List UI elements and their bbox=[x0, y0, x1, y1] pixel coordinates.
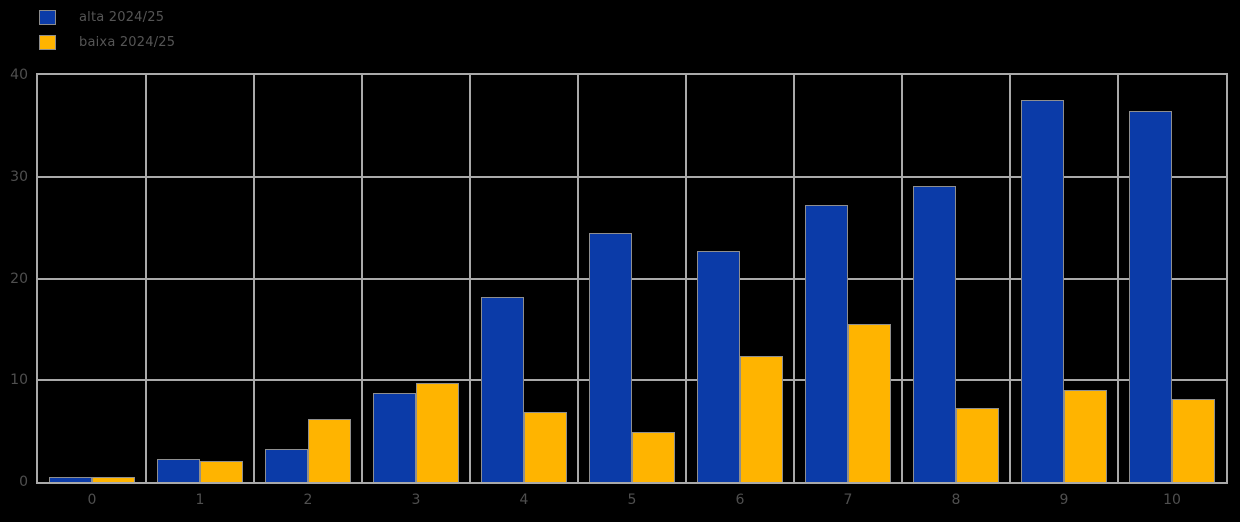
v-gridline bbox=[469, 75, 471, 482]
bar-blue-cat-7 bbox=[804, 205, 848, 482]
bar-yellow-cat-5 bbox=[632, 432, 676, 482]
bar-blue-cat-5 bbox=[588, 232, 632, 482]
bar-blue-cat-10 bbox=[1128, 110, 1172, 482]
x-tick-label-6: 6 bbox=[735, 492, 745, 508]
bar-blue-cat-0 bbox=[48, 476, 92, 482]
bar-blue-cat-1 bbox=[156, 458, 200, 482]
bar-yellow-cat-0 bbox=[92, 476, 136, 482]
v-gridline bbox=[361, 75, 363, 482]
bar-yellow-cat-9 bbox=[1064, 390, 1108, 482]
bar-blue-cat-2 bbox=[264, 449, 308, 482]
x-tick-label-9: 9 bbox=[1059, 492, 1069, 508]
y-axis-tick-labels: 0 10 20 30 40 bbox=[0, 67, 30, 490]
h-gridline-10 bbox=[38, 379, 1226, 382]
bar-yellow-cat-3 bbox=[416, 383, 460, 482]
v-gridline bbox=[1009, 75, 1011, 482]
bar-blue-cat-4 bbox=[480, 296, 524, 482]
bar-blue-cat-3 bbox=[372, 393, 416, 482]
y-tick-label-30: 30 bbox=[10, 168, 28, 185]
bar-yellow-cat-1 bbox=[200, 460, 244, 482]
h-gridline-20 bbox=[38, 277, 1226, 280]
x-tick-label-4: 4 bbox=[519, 492, 529, 508]
bar-yellow-cat-8 bbox=[956, 407, 1000, 482]
legend-item: alta 2024/25 bbox=[39, 5, 175, 30]
legend-label: baixa 2024/25 bbox=[79, 35, 176, 50]
legend-item: baixa 2024/25 bbox=[39, 30, 175, 55]
h-gridline-30 bbox=[38, 175, 1226, 178]
v-gridline bbox=[1117, 75, 1119, 482]
legend-label: alta 2024/25 bbox=[79, 10, 165, 25]
bar-blue-cat-6 bbox=[696, 251, 740, 482]
y-tick-label-20: 20 bbox=[10, 270, 28, 287]
y-tick-label-40: 40 bbox=[10, 67, 28, 83]
bar-yellow-cat-6 bbox=[740, 355, 784, 482]
bar-blue-cat-8 bbox=[912, 185, 956, 482]
x-tick-label-7: 7 bbox=[843, 492, 853, 508]
y-tick-label-10: 10 bbox=[10, 372, 28, 389]
x-tick-label-10: 10 bbox=[1163, 492, 1181, 508]
x-tick-label-5: 5 bbox=[627, 492, 637, 508]
x-tick-label-0: 0 bbox=[87, 492, 97, 508]
v-gridline bbox=[901, 75, 903, 482]
x-tick-label-8: 8 bbox=[951, 492, 961, 508]
v-gridline bbox=[145, 75, 147, 482]
chart-legend: alta 2024/25 baixa 2024/25 bbox=[39, 5, 175, 55]
legend-swatch-blue bbox=[39, 10, 56, 25]
v-gridline bbox=[577, 75, 579, 482]
legend-swatch-yellow bbox=[39, 35, 56, 50]
y-tick-label-0: 0 bbox=[19, 474, 28, 490]
v-gridline bbox=[685, 75, 687, 482]
bar-yellow-cat-4 bbox=[524, 411, 568, 482]
bar-blue-cat-9 bbox=[1020, 100, 1064, 482]
v-gridline bbox=[253, 75, 255, 482]
x-tick-label-1: 1 bbox=[195, 492, 205, 508]
bar-yellow-cat-2 bbox=[308, 418, 352, 482]
v-gridline bbox=[793, 75, 795, 482]
x-tick-label-3: 3 bbox=[411, 492, 421, 508]
bar-yellow-cat-7 bbox=[848, 324, 892, 482]
x-tick-label-2: 2 bbox=[303, 492, 313, 508]
plot-area bbox=[36, 73, 1228, 484]
bar-yellow-cat-10 bbox=[1172, 398, 1216, 482]
x-axis-tick-labels: 0 1 2 3 4 5 6 7 8 9 10 bbox=[36, 492, 1228, 514]
